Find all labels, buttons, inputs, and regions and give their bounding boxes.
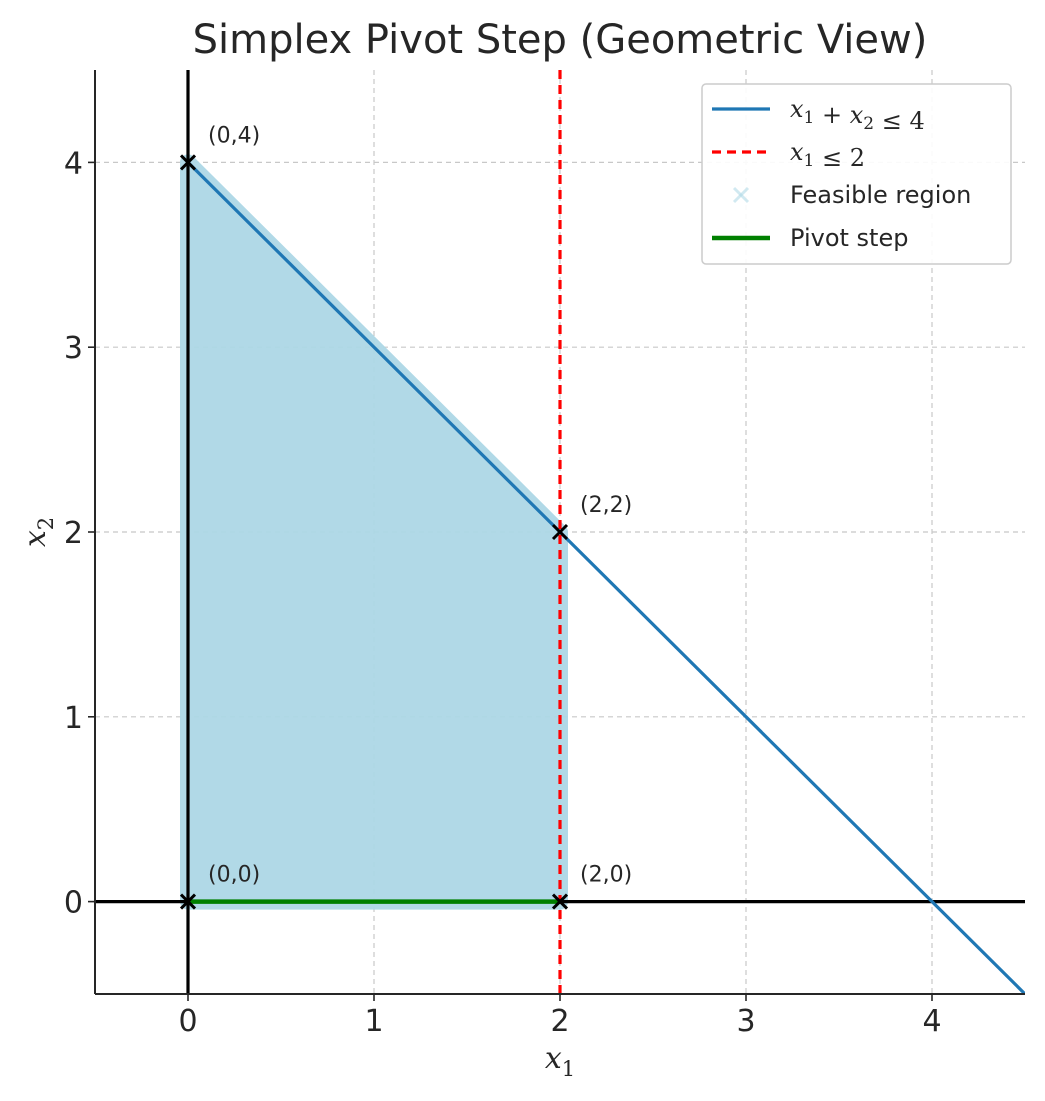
plot-area: (0,0) (2,0) (2,2) (0,4) 0 1 2 3 4 0 1 2 3 4 x1 x2 xyxy=(18,70,1025,1081)
vertex-marker xyxy=(551,523,569,541)
x-tick-label: 0 xyxy=(178,1004,197,1039)
vertex-marker-stroke xyxy=(551,893,569,910)
x-tick-label: 3 xyxy=(736,1004,755,1039)
y-tick-label: 2 xyxy=(64,516,83,551)
vertex-label: (2,0) xyxy=(580,863,632,888)
legend-label: Pivot step xyxy=(790,224,908,252)
vertex-marker xyxy=(179,893,197,910)
legend-handle-marker xyxy=(732,186,750,204)
y-tick-label: 3 xyxy=(64,331,83,366)
vertex-marker-stroke xyxy=(551,523,569,541)
vertex-label: (0,0) xyxy=(208,863,260,888)
legend-box xyxy=(701,83,1012,265)
y-axis-label: x2 xyxy=(18,517,58,547)
legend-label: Feasible region xyxy=(790,181,971,209)
chart-title: Simplex Pivot Step (Geometric View) xyxy=(193,17,928,63)
legend-label: x1 + x2 ≤ 4 xyxy=(790,95,925,135)
vertex-marker xyxy=(551,893,569,910)
feasible-region xyxy=(180,154,568,910)
x-tick-label: 4 xyxy=(922,1004,941,1039)
x-tick-label: 2 xyxy=(550,1004,569,1039)
vertex-marker-stroke xyxy=(179,893,197,910)
y-tick-label: 1 xyxy=(64,701,83,736)
legend-label: x1 ≤ 2 xyxy=(790,138,865,172)
vertex-marker-stroke xyxy=(179,154,197,171)
x-axis-label: x1 xyxy=(545,1041,575,1081)
y-tick-label: 4 xyxy=(64,146,83,181)
vertex-label: (0,4) xyxy=(208,123,260,148)
constraint-line-sum-le-4 xyxy=(186,161,1025,994)
vertex-label: (2,2) xyxy=(580,493,632,518)
vertex-marker xyxy=(179,154,197,171)
x-tick-label: 1 xyxy=(364,1004,383,1039)
legend: x1 + x2 ≤ 4x1 ≤ 2 Feasible region Pivot st… xyxy=(701,83,1012,265)
y-tick-label: 0 xyxy=(64,886,83,921)
